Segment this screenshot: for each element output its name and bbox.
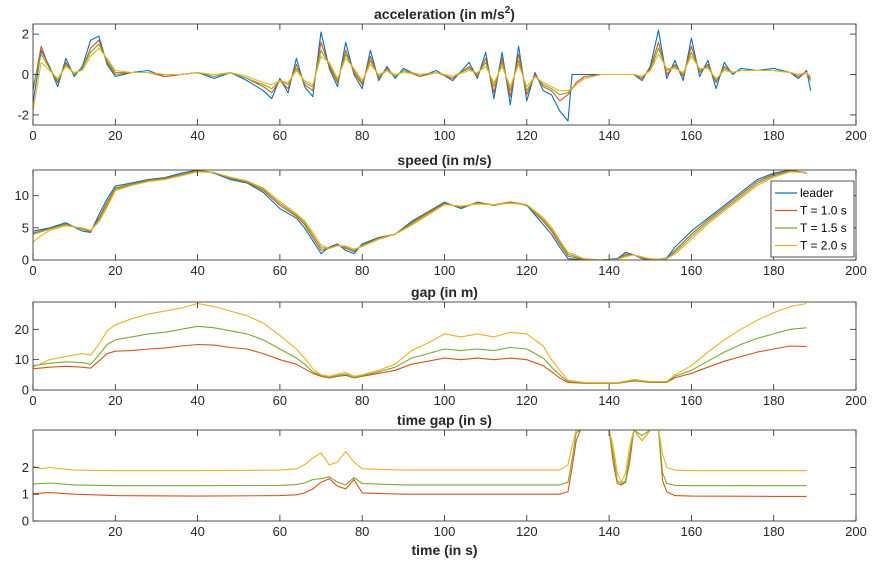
x-tick-label: 100 — [434, 263, 456, 278]
x-tick-label: 40 — [190, 524, 204, 539]
y-tick-label: 0 — [22, 253, 29, 268]
y-tick-label: 2 — [22, 460, 29, 475]
x-tick-label: 80 — [355, 524, 369, 539]
legend-entry: leader — [800, 186, 833, 200]
x-tick-label: 200 — [845, 524, 867, 539]
x-tick-label: 60 — [273, 393, 287, 408]
y-tick-label: 5 — [22, 220, 29, 235]
x-tick-label: 80 — [355, 263, 369, 278]
series-line-t-1-0-s — [33, 430, 807, 497]
x-axis-label: time (in s) — [411, 542, 477, 558]
x-tick-label: 20 — [108, 128, 122, 143]
x-tick-label: 80 — [355, 393, 369, 408]
y-tick-label: 0 — [22, 67, 29, 82]
chart-title: speed (in m/s) — [397, 152, 491, 168]
subplot-0: 0 20 40 60 80 100 120 140 160 180 200-202accelerat… — [17, 5, 866, 143]
y-tick-label: -2 — [17, 107, 29, 122]
series-line-t-2-0-s — [33, 430, 807, 483]
x-tick-label: 20 — [108, 524, 122, 539]
x-tick-label: 40 — [190, 393, 204, 408]
x-tick-label: 60 — [273, 128, 287, 143]
legend-entry: T = 1.5 s — [800, 221, 847, 235]
y-tick-label: 2 — [22, 27, 29, 42]
series-group — [33, 170, 807, 260]
x-tick-label: 200 — [845, 128, 867, 143]
plot-area — [33, 430, 856, 521]
x-tick-label: 180 — [763, 393, 785, 408]
subplot-2: 0 20 40 60 80 100 120 140 160 180 200 0 10 20 gap (in … — [15, 284, 867, 408]
legend-entry: T = 2.0 s — [800, 239, 847, 253]
x-tick-label: 60 — [273, 524, 287, 539]
x-tick-label: 160 — [681, 263, 703, 278]
series-line-t-1-5-s — [33, 430, 807, 487]
x-tick-label: 120 — [516, 524, 538, 539]
chart-title: gap (in m) — [411, 284, 478, 300]
subplot-1: 0 20 40 60 80 100 120 140 160 180 200 0 5 10 speed (in… — [15, 152, 867, 278]
series-group — [33, 430, 807, 497]
x-tick-label: 140 — [598, 524, 620, 539]
chart-title: acceleration (in m/s2) — [374, 5, 515, 22]
series-group — [33, 302, 807, 384]
x-tick-label: 100 — [434, 128, 456, 143]
y-tick-label: 0 — [22, 383, 29, 398]
x-tick-label: 120 — [516, 393, 538, 408]
x-tick-label: 120 — [516, 263, 538, 278]
legend-box — [770, 180, 855, 258]
x-tick-label: 0 — [29, 128, 36, 143]
y-tick-label: 10 — [15, 352, 29, 367]
x-tick-label: 100 — [434, 393, 456, 408]
subplot-3: 20 40 60 80 100 120 140 160 180 200 0 1 2 time gap (i… — [22, 412, 867, 558]
x-tick-label: 180 — [763, 524, 785, 539]
x-tick-label: 40 — [190, 263, 204, 278]
x-tick-label: 0 — [29, 263, 36, 278]
x-tick-label: 160 — [681, 393, 703, 408]
series-line-t-1-5-s — [33, 325, 807, 384]
plot-area — [33, 170, 856, 260]
x-tick-label: 180 — [763, 263, 785, 278]
x-tick-label: 180 — [763, 128, 785, 143]
series-line-t-2-0-s — [33, 47, 812, 111]
x-tick-label: 100 — [434, 524, 456, 539]
chart-title: time gap (in s) — [397, 412, 492, 428]
x-tick-label: 140 — [598, 393, 620, 408]
legend-entry: T = 1.0 s — [800, 204, 847, 218]
x-tick-label: 160 — [681, 128, 703, 143]
series-line-t-2-0-s — [33, 171, 807, 260]
series-line-t-2-0-s — [33, 302, 807, 384]
x-tick-label: 60 — [273, 263, 287, 278]
x-tick-label: 140 — [598, 128, 620, 143]
x-tick-label: 20 — [108, 263, 122, 278]
x-tick-label: 20 — [108, 393, 122, 408]
x-tick-label: 200 — [845, 263, 867, 278]
y-tick-label: 1 — [22, 487, 29, 502]
x-tick-label: 120 — [516, 128, 538, 143]
y-tick-label: 20 — [15, 322, 29, 337]
legend: leader T = 1.0 s T = 1.5 s T = 2.0 s — [770, 180, 855, 258]
y-tick-label: 10 — [15, 188, 29, 203]
x-tick-label: 80 — [355, 128, 369, 143]
x-tick-label: 200 — [845, 393, 867, 408]
x-tick-label: 140 — [598, 263, 620, 278]
x-tick-label: 160 — [681, 524, 703, 539]
x-tick-label: 40 — [190, 128, 204, 143]
series-group — [33, 29, 812, 122]
x-tick-label: 0 — [29, 393, 36, 408]
y-tick-label: 0 — [22, 514, 29, 529]
plot-area — [33, 302, 856, 390]
